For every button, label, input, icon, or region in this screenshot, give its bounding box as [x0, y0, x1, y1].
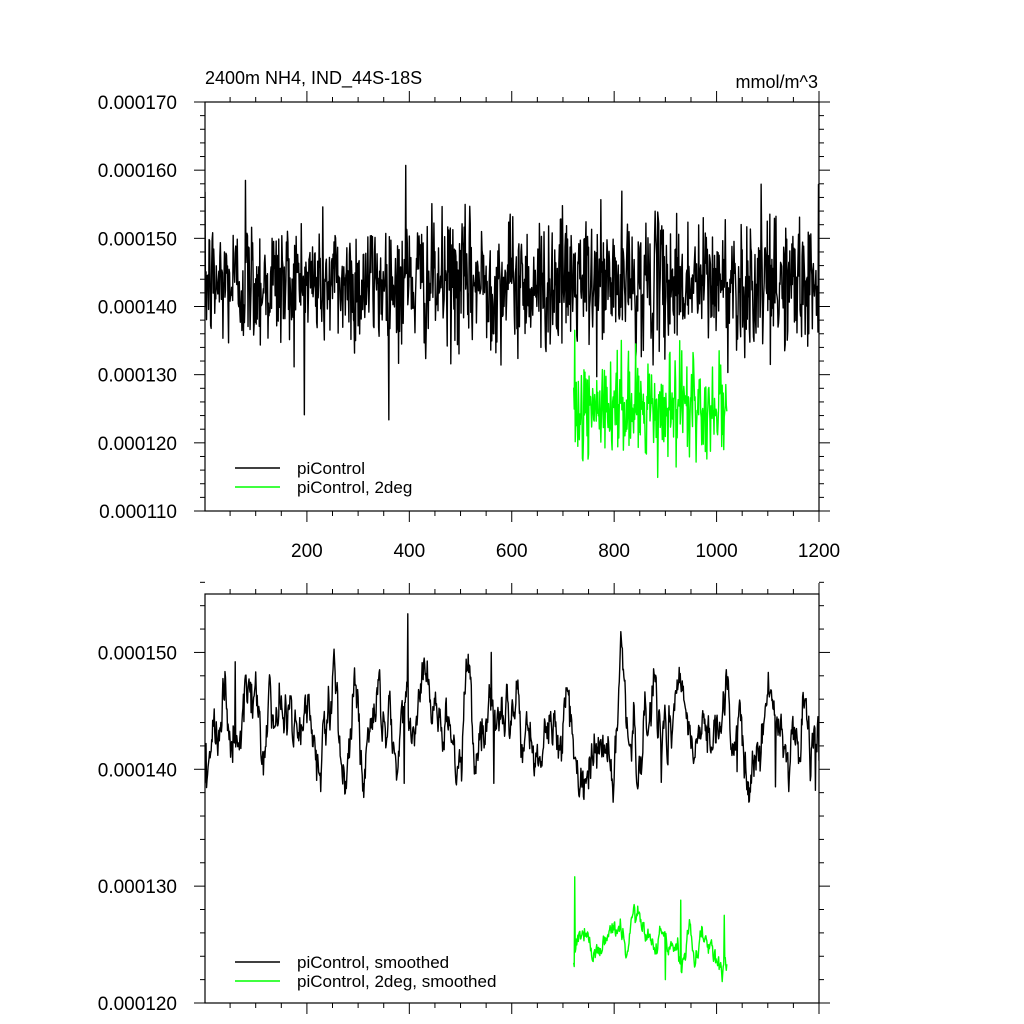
- y-tick-label: 0.000110: [99, 502, 177, 523]
- legend-label: piControl, 2deg: [297, 478, 412, 497]
- legend-label: piControl, smoothed: [297, 953, 449, 972]
- x-tick-label: 600: [496, 541, 528, 562]
- y-tick-label: 0.000140: [98, 298, 177, 319]
- top-panel: 200 400 600 800 1000 1200 0.000110 0.000120 0.00…: [98, 91, 840, 562]
- bottom-panel: 0.000120 0.000130 0.000140 0.000150 piContro…: [98, 581, 830, 1015]
- x-tick-label: 1200: [798, 541, 840, 562]
- units-label: mmol/m^3: [736, 72, 818, 92]
- x-tick-label: 400: [393, 541, 425, 562]
- y-tick-label: 0.000130: [98, 366, 177, 387]
- y-tick-label: 0.000170: [98, 93, 177, 114]
- x-tick-label: 800: [598, 541, 630, 562]
- y-tick-label: 0.000150: [98, 643, 177, 664]
- x-tick-label: 200: [291, 541, 323, 562]
- y-tick-label: 0.000150: [98, 229, 177, 250]
- series-line-picontrol-2deg: [573, 329, 728, 479]
- chart-title: 2400m NH4, IND_44S-18S: [205, 68, 422, 89]
- y-tick-label: 0.000120: [98, 434, 177, 455]
- y-tick-label: 0.000120: [98, 994, 177, 1015]
- series-line-picontrol: [205, 164, 819, 421]
- legend-label: piControl, 2deg, smoothed: [297, 972, 496, 991]
- plot-frame: [204, 593, 820, 1004]
- y-tick-label: 0.000130: [98, 877, 177, 898]
- x-tick-label: 1000: [695, 541, 737, 562]
- series-line-picontrol-smoothed: [205, 613, 819, 803]
- legend-label: piControl: [297, 459, 365, 478]
- series-line-picontrol-2deg-smoothed: [573, 876, 728, 983]
- y-tick-label: 0.000140: [98, 760, 177, 781]
- y-tick-label: 0.000160: [98, 161, 177, 182]
